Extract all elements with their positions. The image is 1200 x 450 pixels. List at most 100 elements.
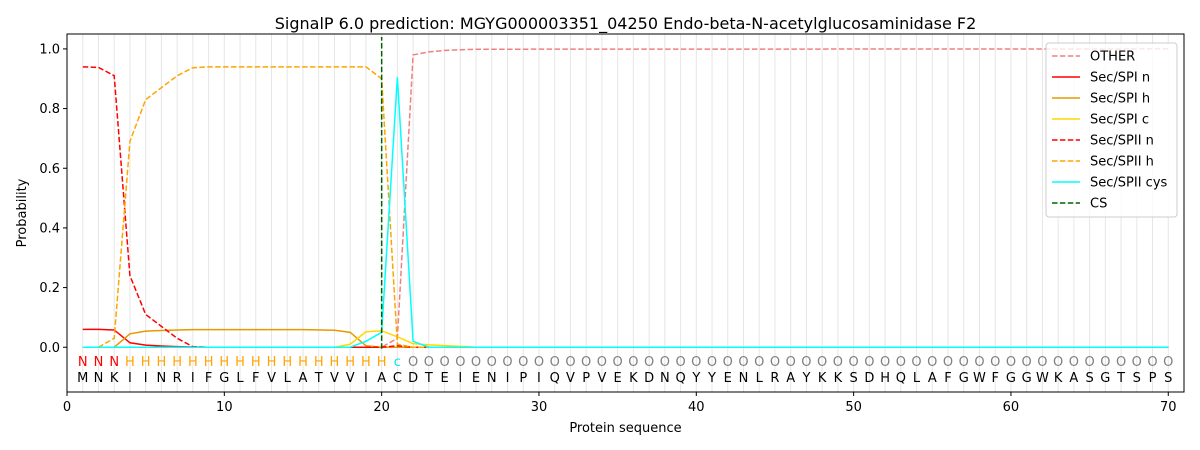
region-label: O: [990, 355, 1000, 370]
residue-label: D: [864, 371, 874, 386]
residue-label: K: [629, 371, 638, 386]
residue-label: L: [756, 371, 764, 386]
y-axis-label: Probability: [15, 178, 30, 247]
residue-label: V: [597, 371, 606, 386]
region-label: H: [330, 355, 340, 370]
residue-label: I: [506, 371, 510, 386]
legend-label: Sec/SPI h: [1090, 92, 1150, 107]
y-tick-label: 1.0: [39, 42, 60, 57]
residue-label: Y: [691, 371, 700, 386]
region-label: H: [125, 355, 135, 370]
residue-label: P: [1149, 371, 1157, 386]
residue-label: T: [1116, 371, 1125, 386]
residue-label: V: [346, 371, 355, 386]
series-line-sec-spi-c: [82, 330, 1169, 348]
region-label: O: [833, 355, 843, 370]
residue-label: F: [205, 371, 212, 386]
region-label: O: [502, 355, 512, 370]
residue-label: I: [128, 371, 132, 386]
region-label: O: [471, 355, 481, 370]
series-line-other: [82, 48, 1169, 348]
residue-label: C: [393, 371, 402, 386]
residue-label: F: [252, 371, 259, 386]
region-label: O: [1037, 355, 1047, 370]
y-tick-label: 0.4: [39, 221, 60, 236]
region-label: O: [849, 355, 859, 370]
region-label: O: [613, 355, 623, 370]
region-label: O: [817, 355, 827, 370]
residue-label: I: [144, 371, 148, 386]
residue-label: G: [1006, 371, 1016, 386]
legend-box: [1045, 42, 1178, 218]
region-label: O: [660, 355, 670, 370]
residue-label: V: [330, 371, 339, 386]
region-label: O: [1132, 355, 1142, 370]
region-label: H: [361, 355, 371, 370]
x-tick-label: 0: [63, 400, 71, 415]
residue-label: Q: [550, 371, 560, 386]
region-label: O: [675, 355, 685, 370]
residue-label: T: [314, 371, 323, 386]
sequence-annotations: NMNNNKHIHIHNHRHIHFHGHLHFHVHLHAHTHVHVHIHA…: [77, 355, 1173, 386]
residue-label: A: [1069, 371, 1078, 386]
region-label: H: [345, 355, 355, 370]
residue-label: S: [849, 371, 857, 386]
residue-label: L: [913, 371, 921, 386]
region-label: O: [801, 355, 811, 370]
residue-label: G: [1022, 371, 1032, 386]
region-label: H: [219, 355, 229, 370]
residue-label: W: [973, 371, 986, 386]
region-label: O: [943, 355, 953, 370]
legend-label: Sec/SPII h: [1090, 155, 1154, 170]
series-line-sec-spii-h: [82, 66, 1169, 348]
region-label: O: [550, 355, 560, 370]
region-label: O: [880, 355, 890, 370]
residue-label: I: [364, 371, 368, 386]
region-label: O: [644, 355, 654, 370]
residue-label: R: [770, 371, 779, 386]
residue-label: Q: [896, 371, 906, 386]
region-label: O: [518, 355, 528, 370]
region-label: O: [927, 355, 937, 370]
region-label: O: [424, 355, 434, 370]
region-label: O: [565, 355, 575, 370]
residue-label: Y: [801, 371, 810, 386]
residue-label: F: [991, 371, 998, 386]
region-label: O: [628, 355, 638, 370]
x-tick-label: 70: [1160, 400, 1177, 415]
residue-label: D: [644, 371, 654, 386]
residue-label: K: [818, 371, 827, 386]
residue-label: S: [1085, 371, 1093, 386]
region-label: H: [251, 355, 261, 370]
y-tick-label: 0.0: [39, 341, 60, 356]
residue-label: A: [299, 371, 308, 386]
residue-label: M: [77, 371, 88, 386]
region-label: O: [959, 355, 969, 370]
residue-label: E: [614, 371, 622, 386]
region-label: O: [911, 355, 921, 370]
residue-label: F: [944, 371, 951, 386]
residue-label: A: [786, 371, 795, 386]
residue-label: G: [1100, 371, 1110, 386]
residue-label: Y: [707, 371, 716, 386]
region-label: O: [597, 355, 607, 370]
residue-label: H: [880, 371, 890, 386]
residue-label: E: [472, 371, 480, 386]
region-label: O: [707, 355, 717, 370]
residue-label: A: [377, 371, 386, 386]
series-line-sec-spi-n: [82, 328, 1169, 348]
residue-label: E: [724, 371, 732, 386]
y-tick-label: 0.2: [39, 281, 60, 296]
y-tick-label: 0.6: [39, 162, 60, 177]
legend-label: Sec/SPI n: [1090, 71, 1150, 86]
residue-label: P: [519, 371, 527, 386]
x-tick-label: 40: [688, 400, 705, 415]
x-axis-label: Protein sequence: [569, 421, 681, 436]
residue-label: K: [834, 371, 843, 386]
series-line-sec-spi-h: [82, 328, 1169, 348]
region-label: O: [1147, 355, 1157, 370]
residue-label: S: [1133, 371, 1141, 386]
legend-label: Sec/SPII n: [1090, 134, 1154, 149]
region-label: O: [581, 355, 591, 370]
region-label: N: [94, 355, 104, 370]
